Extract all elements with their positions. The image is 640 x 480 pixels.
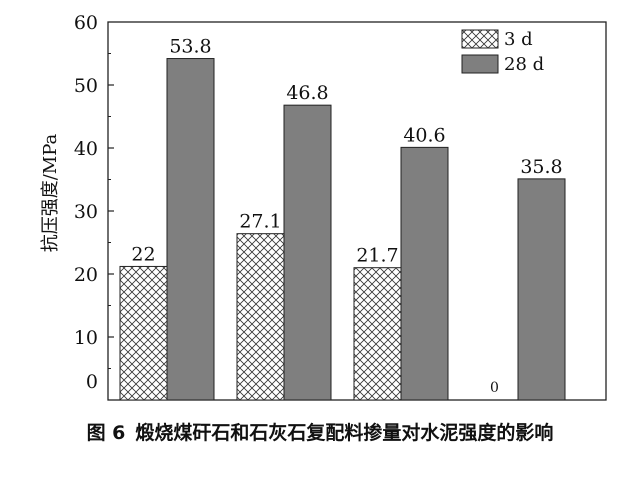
compressive-strength-chart: 0 10 20 30 40 50 60 抗压强度/MPa PC PM10L5 PM20L10 PM30… xyxy=(40,12,607,410)
figure-caption: 图 6 煅烧煤矸石和石灰石复配料掺量对水泥强度的影响 xyxy=(0,418,640,458)
bar-28d-PM20L10 xyxy=(400,146,449,401)
y-tick-label: 50 xyxy=(74,75,98,97)
data-label-28d-PM30L15: 35.8 xyxy=(520,156,562,178)
legend-swatch-28d xyxy=(461,54,499,74)
bar-28d-PM10L5 xyxy=(283,104,332,401)
chart-data-labels: 22 53.8 27.1 46.8 21.7 40.6 0 35.8 xyxy=(131,36,562,396)
data-label-3d-PC: 22 xyxy=(131,243,155,265)
chart-axes: 0 10 20 30 40 50 60 抗压强度/MPa PC PM10L5 PM20L10 PM30… xyxy=(40,12,607,410)
y-axis-title: 抗压强度/MPa xyxy=(40,133,61,252)
bar-3d-PM20L10 xyxy=(353,267,402,401)
bar-3d-PC xyxy=(119,265,168,401)
x-tick-label: PM10L5 xyxy=(243,407,324,410)
x-tick-label: PM30L15 xyxy=(471,407,564,410)
bar-28d-PM30L15 xyxy=(517,178,566,401)
figure-caption-text: 煅烧煤矸石和石灰石复配料掺量对水泥强度的影响 xyxy=(135,422,554,444)
bar-28d-PC xyxy=(166,58,215,401)
y-tick-label: 20 xyxy=(74,264,98,286)
chart-bars xyxy=(119,58,566,401)
bar-3d-PM10L5 xyxy=(236,233,285,401)
x-tick-label: PM20L10 xyxy=(354,407,447,410)
data-label-3d-PM30L15: 0 xyxy=(490,380,499,396)
y-tick-label: 0 xyxy=(86,371,98,393)
figure-number: 图 6 xyxy=(86,422,126,444)
x-tick-label: PC xyxy=(153,407,180,410)
data-label-3d-PM20L10: 21.7 xyxy=(356,245,398,267)
data-label-28d-PM20L10: 40.6 xyxy=(403,124,445,146)
legend-swatch-3d xyxy=(461,29,499,49)
chart-legend: 3 d 28 d xyxy=(461,29,544,75)
data-label-28d-PC: 53.8 xyxy=(169,36,211,58)
y-tick-label: 40 xyxy=(74,138,98,160)
legend-label-3d: 3 d xyxy=(504,29,533,50)
y-tick-label: 10 xyxy=(74,327,98,349)
legend-label-28d: 28 d xyxy=(504,54,544,75)
data-label-28d-PM10L5: 46.8 xyxy=(286,82,328,104)
y-tick-label: 60 xyxy=(74,12,98,34)
data-label-3d-PM10L5: 27.1 xyxy=(239,211,281,233)
y-tick-label: 30 xyxy=(74,201,98,223)
